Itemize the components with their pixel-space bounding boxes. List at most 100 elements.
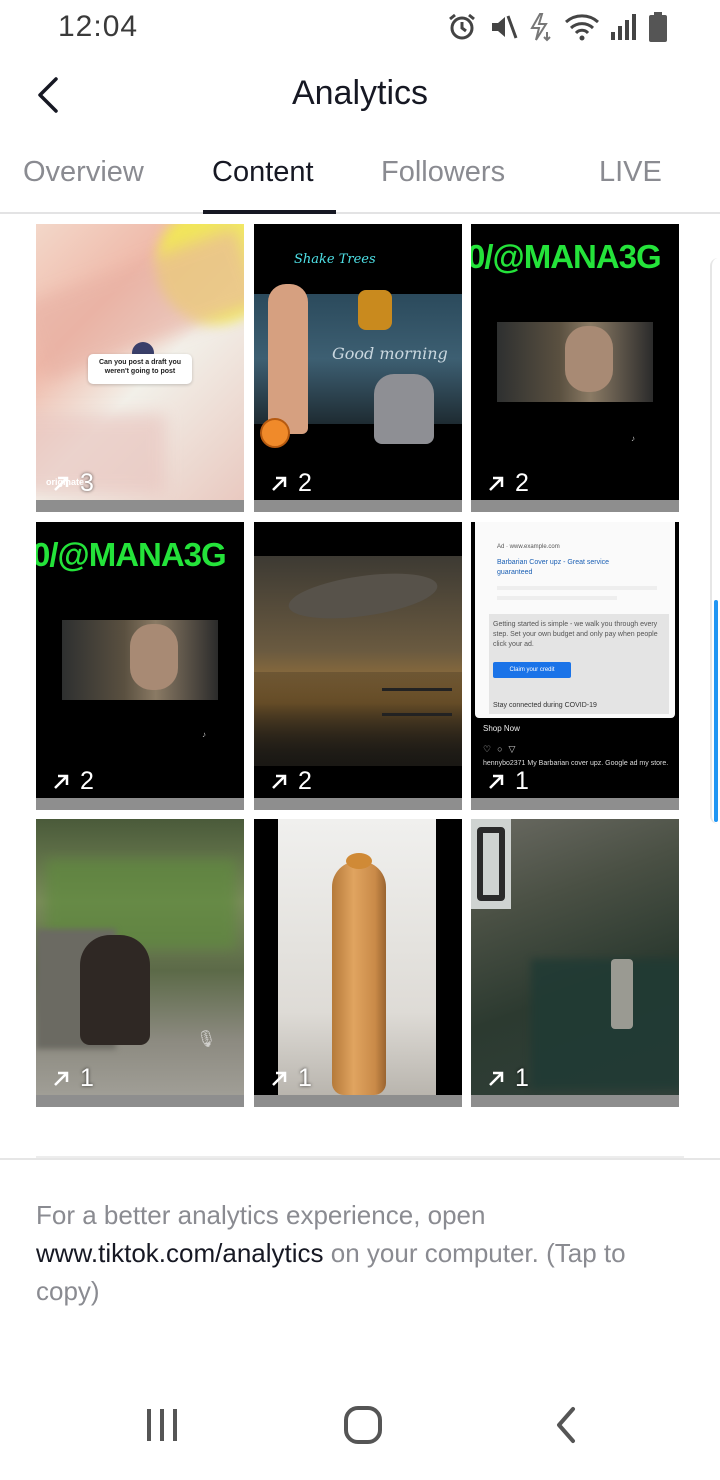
divider [36,1156,684,1158]
share-count: 2 [270,767,312,796]
analytics-tip[interactable]: For a better analytics experience, open … [36,1196,684,1310]
share-count-value: 3 [80,469,94,497]
video-thumbnail: 🎙 [36,819,244,1095]
arrow-up-right-icon [272,476,287,491]
video-thumbnail: 0/@MANA3G ♪ [36,522,244,798]
tile-bar [254,798,462,810]
video-thumbnail: Shake Trees Good morning [254,224,462,500]
shop-now-label: Shop Now [483,724,520,733]
tile-bar [36,500,244,512]
video-tile[interactable]: 🎙 1 [36,819,244,1107]
overlay-text: 0/@MANA3G [471,238,662,275]
recent-apps-icon [147,1409,177,1441]
ad-host: Ad · www.example.com [497,544,560,550]
video-badge: originate [46,477,85,487]
share-count: 1 [52,1064,94,1093]
video-tile[interactable]: 2 [254,522,462,810]
alarm-icon [449,13,475,40]
video-tile[interactable]: Shake Trees Good morning 2 [254,224,462,512]
home-button[interactable] [333,1400,393,1450]
home-icon [344,1406,382,1444]
data-saver-icon [530,13,551,42]
analytics-tip-prefix: For a better analytics experience, open [36,1200,486,1230]
ad-body: Getting started is simple - we walk you … [493,621,658,648]
status-bar: 12:04 [0,0,720,56]
tile-bar [36,798,244,810]
arrow-up-right-icon [489,476,504,491]
scrollbar-track[interactable] [710,258,720,824]
video-tile[interactable]: 0/@MANA3G ♪ 2 [36,522,244,810]
arrow-up-right-icon [489,774,504,789]
back-icon [557,1407,575,1443]
video-thumbnail: 0/@MANA3G ♪ [471,224,679,500]
signal-icon [611,14,636,40]
ad-actions: ♡○▽ [483,744,522,754]
share-count: 2 [52,767,94,796]
video-tile[interactable]: 1 [254,819,462,1107]
mute-icon [492,15,518,39]
tile-bar [471,1095,679,1107]
share-count: 1 [487,767,529,796]
app-header: Analytics [0,56,720,136]
tab-followers[interactable]: Followers [381,156,506,188]
arrow-up-right-icon [54,774,69,789]
tile-bar [471,500,679,512]
recent-apps-button[interactable] [132,1400,192,1450]
video-tile[interactable]: Can you post a draft you weren't going t… [36,224,244,512]
tab-overview[interactable]: Overview [23,156,144,188]
share-count-value: 1 [515,767,529,795]
back-button[interactable] [26,72,72,118]
chevron-left-icon [38,77,58,113]
share-count-value: 2 [515,469,529,497]
divider [0,1158,720,1160]
video-tile[interactable]: 0/@MANA3G ♪ 2 [471,224,679,512]
tab-live[interactable]: LIVE [599,156,662,188]
battery-icon [649,12,667,42]
page-title: Analytics [291,74,429,112]
tiktok-watermark-icon: ♪ [202,730,206,739]
tile-bar [36,1095,244,1107]
scrollbar-thumb[interactable] [714,600,718,822]
ad-caption: hennybo2371 My Barbarian cover upz. Goog… [483,760,669,767]
arrow-up-right-icon [54,476,69,491]
active-tab-indicator [203,210,336,214]
video-thumbnail [254,819,462,1095]
brand-text: Shake Trees [294,252,376,267]
share-count: 2 [270,469,312,498]
tile-bar [254,500,462,512]
share-count-value: 2 [298,469,312,497]
share-count-value: 2 [80,767,94,795]
share-count: 1 [487,1064,529,1093]
mic-icon: 🎙 [196,1031,217,1048]
share-count: 1 [270,1064,312,1093]
tile-bar [254,1095,462,1107]
ad-title: Barbarian Cover upz - Great service guar… [497,559,610,576]
overlay-text: 0/@MANA3G [36,536,227,573]
video-thumbnail [254,522,462,798]
video-thumbnail: Ad · www.example.com Barbarian Cover upz… [471,522,679,798]
overlay-text: Good morning [332,344,448,363]
arrow-up-right-icon [272,774,287,789]
share-count-value: 1 [515,1064,529,1092]
tile-bar [471,798,679,810]
share-count: 3 [52,469,94,498]
wifi-icon [565,14,599,41]
arrow-up-right-icon [489,1071,504,1086]
tab-content[interactable]: Content [212,156,314,188]
status-icons [446,10,668,44]
video-tile[interactable]: 1 [471,819,679,1107]
share-count-value: 1 [80,1064,94,1092]
tiktok-watermark-icon: ♪ [631,434,635,443]
analytics-tip-suffix: on your computer. (Tap to copy) [36,1238,626,1306]
arrow-up-right-icon [272,1071,287,1086]
system-navigation-bar [0,1380,720,1480]
analytics-link[interactable]: www.tiktok.com/analytics [36,1238,324,1268]
ad-footer: Stay connected during COVID-19 [493,702,597,709]
video-thumbnail [471,819,679,1095]
video-thumbnail: Can you post a draft you weren't going t… [36,224,244,500]
share-count-value: 1 [298,1064,312,1092]
status-time: 12:04 [58,10,139,43]
system-back-button[interactable] [536,1400,596,1450]
video-tile[interactable]: Ad · www.example.com Barbarian Cover upz… [471,522,679,810]
share-count-value: 2 [298,767,312,795]
